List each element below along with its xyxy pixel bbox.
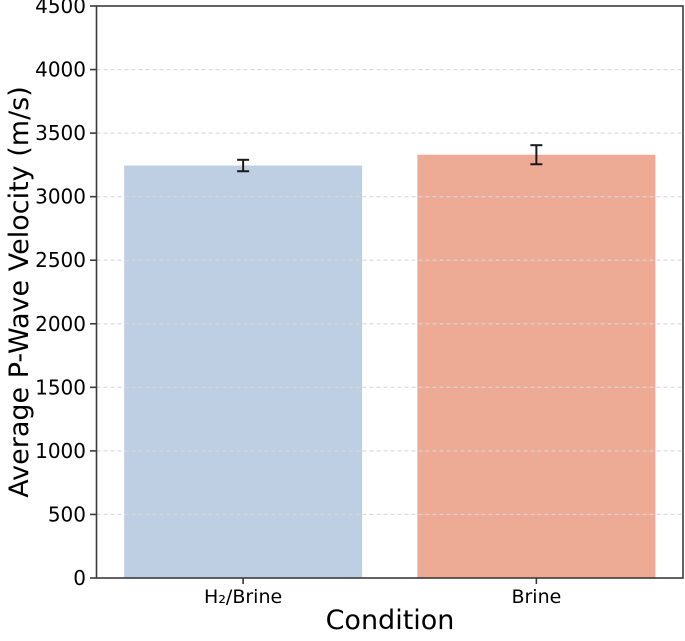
plot-border <box>95 5 684 579</box>
y-tick-label-4000: 4000 <box>35 58 86 82</box>
bars-layer <box>124 154 656 578</box>
error-bar-brine <box>530 144 543 166</box>
y-tick-label-3500: 3500 <box>35 121 86 145</box>
bar-brine <box>417 154 656 578</box>
y-axis-label: Average P-Wave Velocity (m/s) <box>4 86 35 498</box>
error-bar-h2-brine <box>237 158 250 173</box>
x-tick-label-h2-brine: H₂/Brine <box>204 586 282 608</box>
y-tick-label-3000: 3000 <box>35 185 86 209</box>
x-tick-label-brine: Brine <box>511 586 561 608</box>
x-axis-label: Condition <box>326 605 455 636</box>
y-tick-label-1500: 1500 <box>35 375 86 399</box>
y-tick-label-4500: 4500 <box>35 0 86 18</box>
y-tick-label-2500: 2500 <box>35 248 86 272</box>
error-bars-layer <box>237 144 543 173</box>
tick-labels-layer: 0 500 1000 1500 2000 2500 3000 3500 4000 4500 H₂/B… <box>35 0 561 608</box>
y-tick-label-0: 0 <box>73 566 86 590</box>
y-tick-label-500: 500 <box>48 502 86 526</box>
y-tick-label-1000: 1000 <box>35 439 86 463</box>
y-tick-label-2000: 2000 <box>35 312 86 336</box>
axes-layer <box>90 5 684 584</box>
bar-h2-brine <box>124 165 363 578</box>
